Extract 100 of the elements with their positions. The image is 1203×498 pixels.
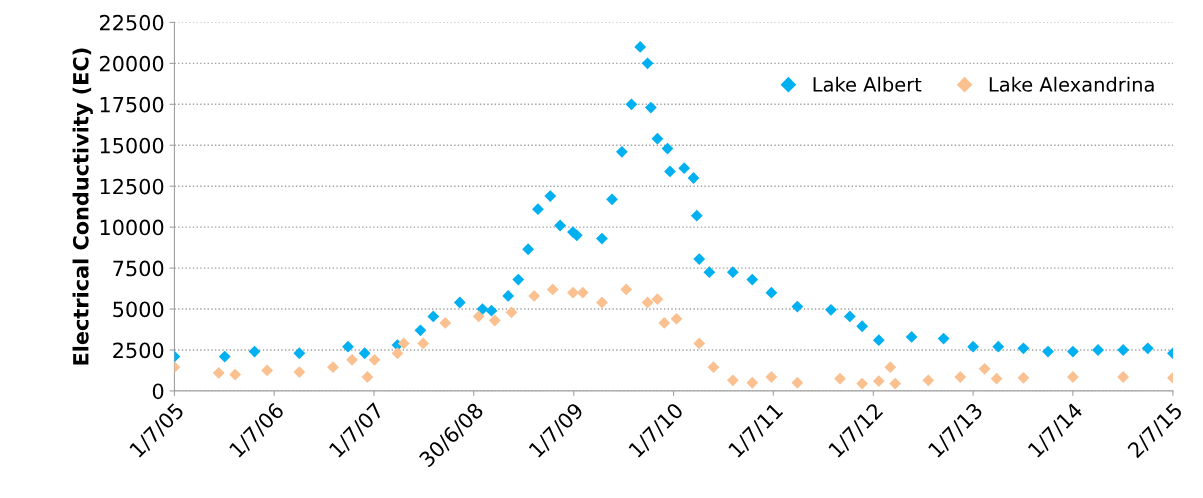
point (791, 376, 804, 389)
point (512, 273, 525, 286)
point (567, 286, 579, 299)
point (1017, 342, 1030, 355)
y-tick-label: 10000 (100, 219, 164, 236)
point (678, 162, 691, 175)
point (427, 310, 440, 323)
point (856, 320, 869, 333)
point (644, 101, 657, 114)
point (1117, 371, 1130, 383)
point (570, 229, 583, 242)
point (978, 362, 991, 375)
point (1066, 345, 1079, 358)
point (625, 98, 638, 111)
point (620, 283, 633, 296)
point (528, 290, 541, 302)
y-axis-title: Electrical Conductivity (EC) (72, 48, 93, 365)
point (889, 377, 902, 390)
point (707, 361, 720, 374)
point (726, 266, 739, 279)
point (472, 310, 485, 323)
point (606, 193, 618, 206)
point (746, 273, 759, 286)
point (937, 332, 950, 345)
point (414, 324, 427, 337)
point (834, 372, 846, 385)
legend-label: Lake Albert (813, 76, 922, 92)
point (884, 361, 897, 374)
point (658, 317, 671, 329)
point (693, 337, 706, 350)
legend-label: Lake Alexandrina (989, 76, 1154, 92)
point (825, 303, 837, 316)
point (546, 283, 559, 296)
point (361, 371, 374, 383)
point (596, 232, 608, 245)
point (488, 314, 501, 327)
point (634, 41, 647, 53)
point (293, 347, 306, 360)
point (651, 132, 664, 145)
point (346, 353, 358, 366)
point (1117, 344, 1130, 356)
point (843, 310, 856, 323)
point (856, 377, 869, 390)
point (905, 330, 918, 343)
point (990, 372, 1003, 385)
point (532, 203, 544, 216)
point (502, 290, 515, 302)
point (476, 303, 489, 315)
point (453, 296, 466, 309)
point (391, 347, 404, 360)
point (342, 340, 354, 353)
point (872, 334, 885, 347)
point (358, 347, 371, 360)
point (596, 296, 608, 309)
y-tick-label: 15000 (100, 137, 164, 154)
point (505, 306, 518, 319)
y-tick-label: 20000 (99, 55, 164, 72)
point (327, 361, 339, 374)
point (522, 243, 535, 256)
point (687, 172, 700, 184)
y-tick-label: 2500 (113, 342, 164, 359)
point (218, 350, 231, 363)
point (615, 145, 628, 158)
point (229, 368, 242, 381)
point (703, 266, 716, 279)
point (992, 340, 1005, 353)
point (368, 353, 381, 366)
point (439, 317, 452, 329)
point (261, 364, 273, 377)
y-tick-label: 17500 (100, 96, 164, 113)
point (693, 253, 706, 265)
point (765, 286, 778, 299)
point (872, 375, 885, 387)
point (954, 371, 967, 383)
y-tick-label: 12500 (100, 178, 164, 195)
point (791, 300, 804, 313)
point (417, 337, 430, 350)
point (651, 293, 664, 306)
y-tick-label: 5000 (113, 301, 164, 318)
point (746, 376, 759, 389)
point (554, 219, 566, 232)
point (1042, 345, 1054, 358)
y-tick-label: 7500 (113, 260, 164, 277)
point (248, 345, 261, 358)
point (765, 371, 778, 383)
point (690, 209, 703, 222)
point (726, 374, 739, 387)
point (664, 165, 676, 178)
point (293, 366, 306, 378)
point (670, 312, 683, 325)
point (1066, 371, 1079, 383)
point (485, 304, 498, 317)
point (544, 190, 557, 202)
point (922, 374, 935, 387)
point (641, 57, 654, 70)
point (397, 337, 410, 350)
point (1141, 342, 1154, 355)
y-tick-label: 0 (152, 383, 164, 400)
y-tick-label: 22500 (99, 14, 164, 31)
point (967, 340, 980, 353)
